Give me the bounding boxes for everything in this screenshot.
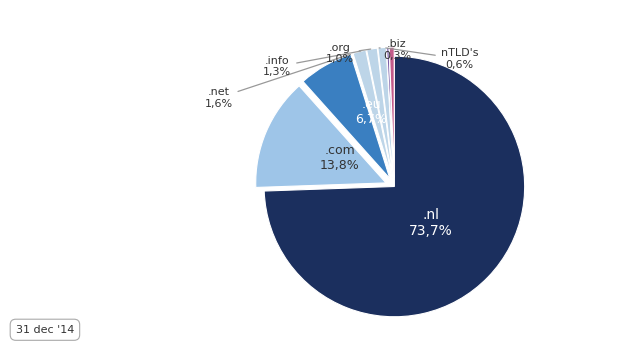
- Text: .net
1,6%: .net 1,6%: [205, 55, 348, 109]
- Wedge shape: [378, 47, 394, 177]
- Wedge shape: [256, 86, 386, 188]
- Text: .biz
0,3%: .biz 0,3%: [379, 39, 411, 61]
- Text: nTLD's
0,6%: nTLD's 0,6%: [386, 48, 478, 70]
- Text: .eu
6,7%: .eu 6,7%: [355, 98, 387, 126]
- Text: .nl
73,7%: .nl 73,7%: [409, 208, 453, 238]
- Text: .org
1,0%: .org 1,0%: [326, 43, 370, 64]
- Text: .info
1,3%: .info 1,3%: [263, 51, 361, 78]
- Wedge shape: [367, 48, 393, 177]
- Wedge shape: [389, 47, 394, 177]
- Wedge shape: [353, 50, 392, 178]
- Text: 31 dec '14: 31 dec '14: [16, 325, 74, 335]
- Wedge shape: [303, 54, 390, 178]
- Wedge shape: [264, 56, 525, 317]
- Wedge shape: [387, 47, 394, 177]
- Text: .com
13,8%: .com 13,8%: [320, 144, 360, 172]
